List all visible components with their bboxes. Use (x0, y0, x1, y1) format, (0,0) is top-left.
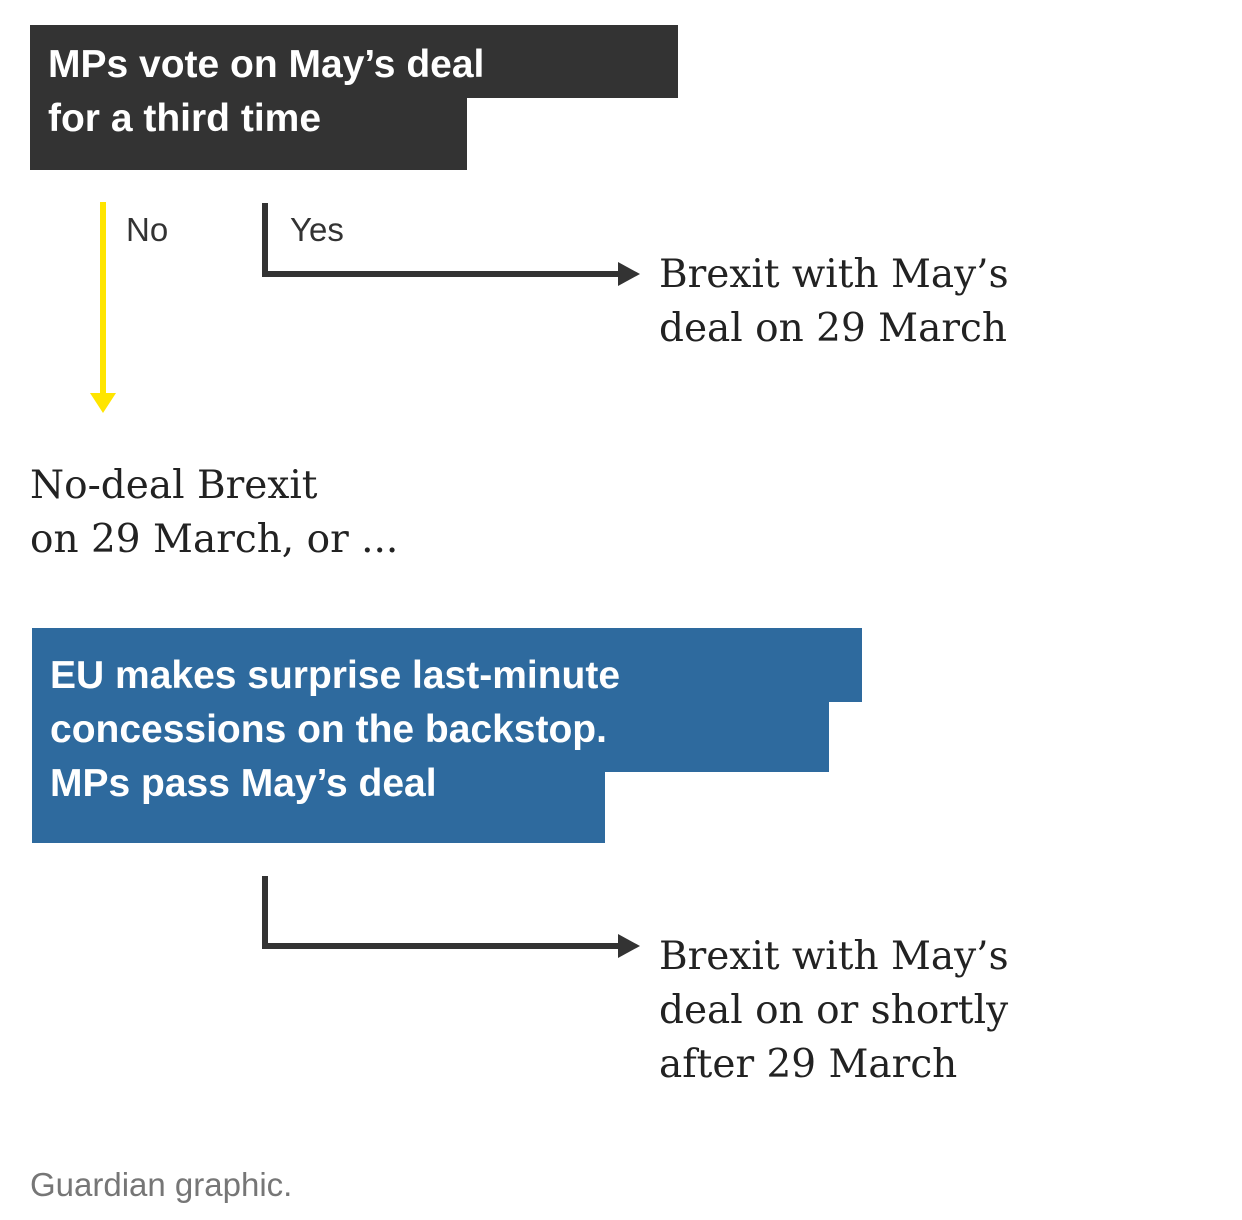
question-line-1: MPs vote on May’s deal (48, 43, 485, 86)
scenario-connector (262, 876, 622, 949)
question-text: MPs vote on May’s deal for a third time (48, 38, 484, 146)
no-branch-arrowhead (90, 393, 116, 413)
question-box (30, 25, 678, 170)
scenario-line-1: EU makes surprise last-minute (50, 654, 621, 697)
no-outcome-text: No-deal Brexit on 29 March, or ... (30, 459, 398, 567)
yes-branch-arrowhead (618, 262, 640, 286)
yes-outcome-line-2: deal on 29 March (659, 306, 1007, 351)
final-outcome-line-2: deal on or shortly (659, 988, 1009, 1033)
scenario-box (32, 628, 862, 843)
no-outcome-line-2: on 29 March, or ... (30, 517, 399, 562)
no-outcome-line-1: No-deal Brexit (30, 463, 318, 508)
yes-outcome-line-1: Brexit with May’s (659, 252, 1009, 297)
scenario-text: EU makes surprise last-minute concession… (50, 649, 620, 811)
yes-branch-connector (262, 203, 622, 277)
yes-outcome-text: Brexit with May’s deal on 29 March (659, 248, 1009, 356)
no-branch-label: No (126, 211, 169, 248)
final-outcome-line-1: Brexit with May’s (659, 934, 1009, 979)
final-outcome-text: Brexit with May’s deal on or shortly aft… (659, 930, 1009, 1092)
source-caption: Guardian graphic. (30, 1166, 293, 1203)
final-outcome-line-3: after 29 March (659, 1042, 958, 1087)
question-line-2: for a third time (48, 97, 322, 140)
scenario-arrowhead (618, 934, 640, 958)
scenario-line-3: MPs pass May’s deal (50, 762, 437, 805)
yes-branch-label: Yes (290, 211, 344, 248)
scenario-line-2: concessions on the backstop. (50, 708, 607, 751)
